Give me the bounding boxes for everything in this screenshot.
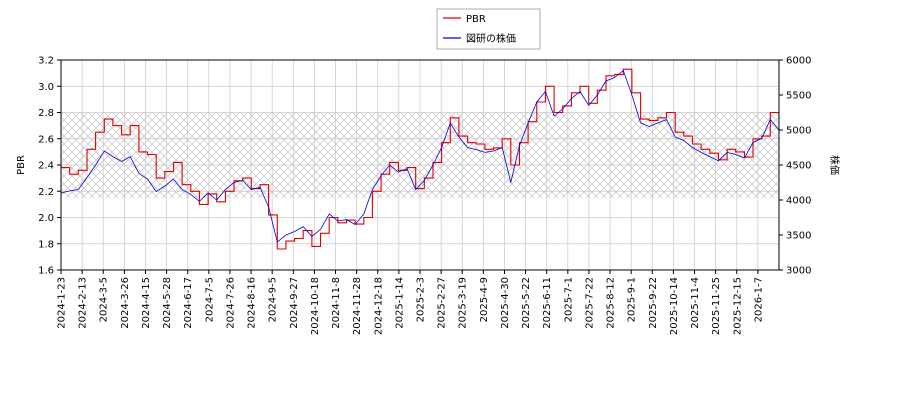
y-axis-label-right: 株価	[828, 155, 841, 175]
y-tick-label-left: 2.0	[38, 213, 54, 224]
x-tick-label: 2025-9-1	[627, 277, 638, 322]
x-tick-label: 2025-4-9	[479, 277, 490, 322]
x-tick-label: 2024-5-28	[162, 277, 173, 329]
legend-box	[436, 8, 541, 50]
y-tick-label-right: 3000	[786, 266, 811, 277]
x-tick-label: 2024-4-15	[141, 277, 152, 329]
x-tick-label: 2025-9-22	[648, 277, 659, 329]
x-tick-label: 2025-4-30	[500, 277, 511, 329]
y-tick-label-left: 2.2	[38, 187, 54, 198]
axes: 1.6 1.8 2.0 2.2 2.4 2.6 2.8 3.0 3.2 3000 3500 4000 4…	[38, 56, 811, 336]
y-tick-label-left: 2.6	[38, 134, 54, 145]
y-tick-label-right: 3500	[786, 231, 811, 242]
x-tick-label: 2025-8-12	[606, 277, 617, 329]
x-tick-label: 2024-8-16	[247, 277, 258, 329]
x-tick-label: 2025-2-27	[437, 277, 448, 329]
y-tick-label-left: 1.6	[38, 266, 54, 277]
stock-price-series-line	[61, 69, 779, 243]
y-tick-label-right: 4500	[786, 161, 811, 172]
x-tick-label: 2025-1-14	[394, 277, 405, 329]
x-tick-label: 2024-3-26	[120, 277, 131, 329]
x-tick-label: 2024-9-27	[289, 277, 300, 329]
x-tick-label: 2024-12-18	[373, 277, 384, 335]
x-tick-label: 2025-11-4	[690, 277, 701, 329]
x-tick-label: 2024-2-13	[78, 277, 89, 329]
x-tick-label: 2024-10-18	[310, 277, 321, 335]
legend-label-stock-price: 図研の株価	[466, 32, 516, 45]
y-tick-label-right: 4000	[786, 196, 811, 207]
x-tick-label: 2025-7-1	[563, 277, 574, 322]
x-tick-label: 2025-11-25	[711, 277, 722, 335]
series-lines	[61, 68, 779, 250]
x-tick-label: 2024-3-5	[99, 277, 110, 322]
y-tick-label-left: 3.2	[38, 56, 54, 67]
x-tick-label: 2025-2-3	[416, 277, 427, 322]
pbr-series-line	[61, 68, 779, 250]
grid-lines	[60, 59, 779, 271]
x-tick-label: 2025-7-22	[584, 277, 595, 329]
x-tick-label: 2025-3-19	[458, 277, 469, 329]
y-tick-label-left: 1.8	[38, 239, 54, 250]
x-tick-label: 2025-10-14	[669, 277, 680, 335]
x-tick-label: 2024-7-26	[225, 277, 236, 329]
y-tick-label-left: 2.8	[38, 108, 54, 119]
x-tick-label: 2024-11-28	[352, 277, 363, 335]
x-tick-label: 2024-9-5	[268, 277, 279, 322]
y-tick-label-left: 2.4	[38, 161, 54, 172]
x-tick-label: 2026-1-7	[753, 277, 764, 322]
x-tick-label: 2025-5-22	[521, 277, 532, 329]
x-tick-label: 2024-6-17	[183, 277, 194, 329]
y-tick-label-right: 6000	[786, 56, 811, 67]
x-tick-label: 2025-12-15	[732, 277, 743, 335]
y-tick-label-right: 5000	[786, 126, 811, 137]
x-tick-label: 2024-7-5	[204, 277, 215, 322]
y-tick-label-left: 3.0	[38, 82, 54, 93]
x-tick-label: 2025-6-11	[542, 277, 553, 329]
y-axis-label-left: PBR	[16, 155, 27, 175]
x-tick-label: 2024-1-23	[57, 277, 68, 329]
y-tick-label-right: 5500	[786, 91, 811, 102]
legend-label-pbr: PBR	[466, 14, 486, 25]
x-tick-label: 2024-11-8	[331, 277, 342, 329]
legend: PBR 図研の株価	[436, 8, 541, 50]
